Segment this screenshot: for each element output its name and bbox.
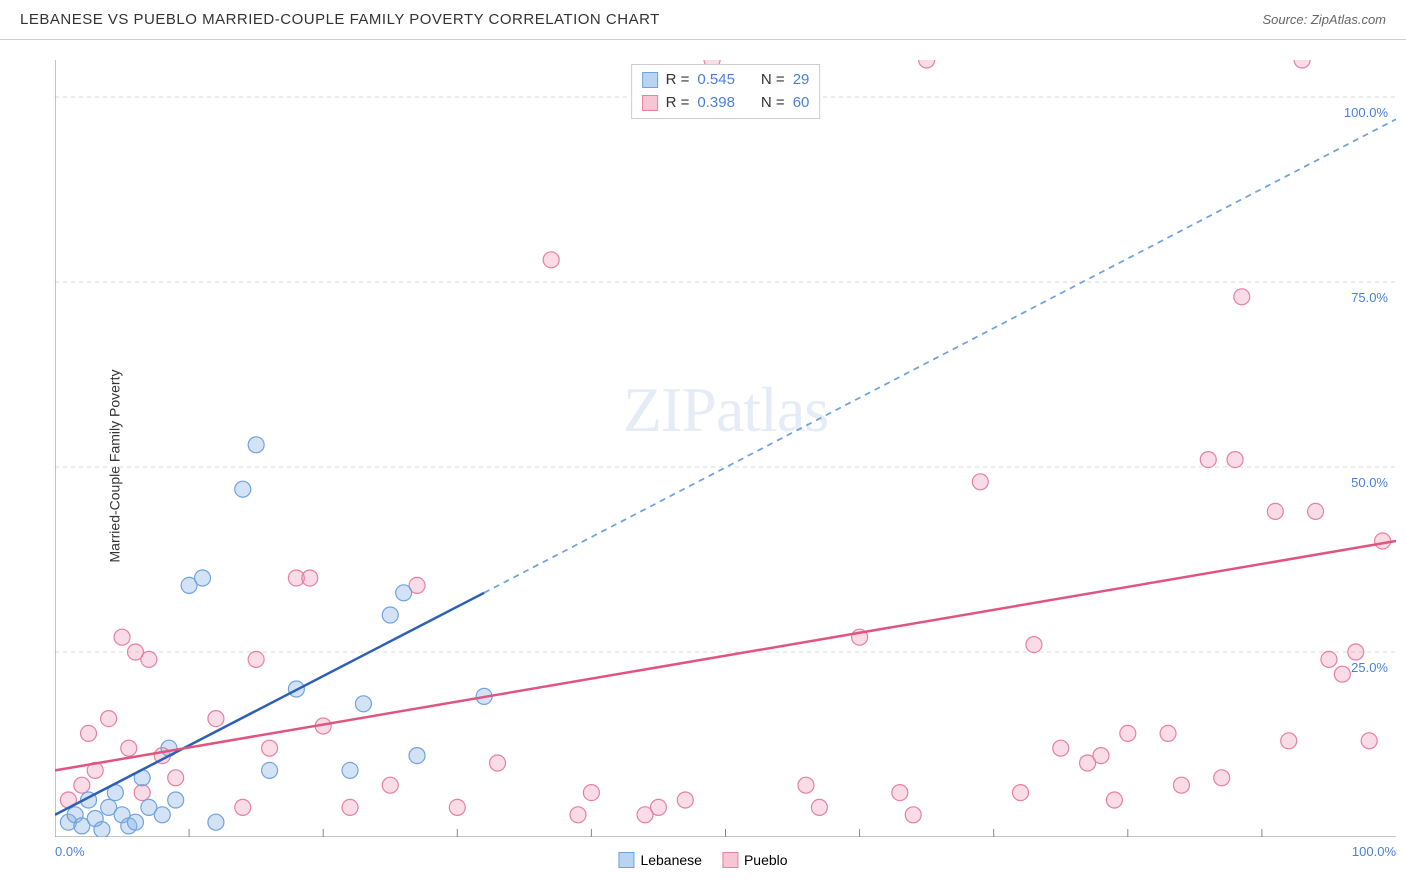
r-label: R =: [666, 92, 690, 115]
n-value-lebanese: 29: [793, 69, 810, 92]
legend-item-lebanese: Lebanese: [618, 852, 702, 868]
legend-item-pueblo: Pueblo: [722, 852, 788, 868]
pueblo-swatch-icon: [722, 852, 738, 868]
lebanese-swatch-icon: [618, 852, 634, 868]
chart-source: Source: ZipAtlas.com: [1262, 12, 1386, 27]
correlation-legend-row-lebanese: R = 0.545 N = 29: [642, 69, 810, 92]
scatter-chart-svg: [55, 60, 1396, 837]
series-legend: Lebanese Pueblo: [618, 852, 787, 868]
chart-header: LEBANESE VS PUEBLO MARRIED-COUPLE FAMILY…: [0, 0, 1406, 40]
n-label: N =: [761, 69, 785, 92]
lebanese-swatch: [642, 72, 658, 88]
correlation-legend: R = 0.545 N = 29 R = 0.398 N = 60: [631, 64, 821, 119]
chart-title: LEBANESE VS PUEBLO MARRIED-COUPLE FAMILY…: [20, 11, 660, 28]
n-value-pueblo: 60: [793, 92, 810, 115]
legend-label-pueblo: Pueblo: [744, 852, 788, 868]
x-tick-label: 100.0%: [1352, 844, 1396, 859]
legend-label-lebanese: Lebanese: [640, 852, 702, 868]
n-label: N =: [761, 92, 785, 115]
pueblo-swatch: [642, 95, 658, 111]
r-label: R =: [666, 69, 690, 92]
plot-area: ZIPatlas R = 0.545 N = 29 R = 0.398 N = …: [55, 60, 1396, 837]
x-tick-label: 0.0%: [55, 844, 85, 859]
chart-container: Married-Couple Family Poverty ZIPatlas R…: [0, 40, 1406, 892]
correlation-legend-row-pueblo: R = 0.398 N = 60: [642, 92, 810, 115]
r-value-pueblo: 0.398: [697, 92, 735, 115]
r-value-lebanese: 0.545: [697, 69, 735, 92]
